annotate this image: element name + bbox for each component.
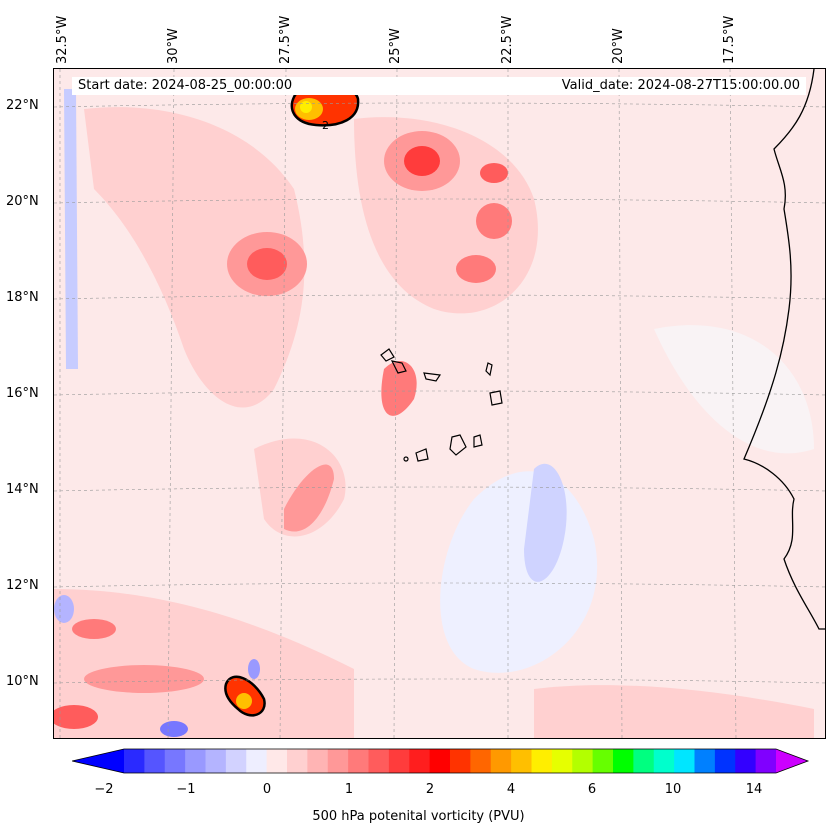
valid-date-text: Valid_date: 2024-08-27T15:00:00.00	[561, 78, 800, 93]
pv-anomaly-10	[54, 705, 98, 729]
colorbar-segment	[572, 749, 594, 773]
colorbar-segment	[388, 749, 410, 773]
valid-date-banner: Valid_date: 2024-08-27T15:00:00.00	[538, 77, 806, 95]
graticule	[54, 69, 825, 738]
colorbar-outline	[72, 748, 810, 774]
start-date-text: Start date: 2024-08-25_00:00:00	[78, 78, 293, 93]
start-date-banner: Start date: 2024-08-25_00:00:00	[72, 77, 556, 95]
lon-label: 22.5°W	[500, 15, 515, 64]
colorbar-segment	[327, 749, 349, 773]
coastline-africa	[743, 69, 825, 630]
lat-label: 20°N	[6, 194, 39, 209]
pv-negative-spot-2	[160, 721, 188, 737]
pv-negative-zone	[524, 463, 567, 582]
colorbar-segment	[551, 749, 573, 773]
pv-anomaly-8	[84, 665, 204, 693]
colorbar-extend-max	[776, 749, 808, 773]
colorbar-segment	[368, 749, 390, 773]
colorbar-segment	[144, 749, 166, 773]
pv-band-west	[84, 107, 305, 408]
pv-contour-2-south	[224, 675, 266, 717]
colorbar	[72, 748, 810, 774]
colorbar-tick: −2	[94, 782, 114, 797]
colorbar-segment	[429, 749, 451, 773]
cape-verde-islands	[380, 348, 503, 462]
colorbar-segment	[185, 749, 206, 773]
colorbar-segment	[246, 749, 268, 773]
lon-label: 32.5°W	[55, 15, 70, 64]
lat-label: 18°N	[6, 290, 39, 305]
pv-anomaly-1-core	[247, 248, 287, 280]
colorbar-segment	[450, 749, 471, 773]
map-plot-area: 2	[53, 68, 826, 739]
pv-negative-spot-3	[54, 595, 74, 623]
pv-band-southeast	[534, 685, 814, 738]
colorbar-segment	[205, 749, 227, 773]
colorbar-segment	[409, 749, 431, 773]
colorbar-segment	[613, 749, 634, 773]
pv-max-south-core	[236, 693, 252, 709]
lon-label: 27.5°W	[278, 15, 293, 64]
colorbar-tick: 6	[587, 782, 597, 797]
lat-label: 14°N	[6, 482, 39, 497]
pv-anomaly-3	[476, 203, 512, 239]
colorbar-segment	[755, 749, 777, 773]
pv-negative-strip	[64, 89, 78, 369]
colorbar-extend-min	[72, 749, 124, 773]
colorbar-tick: 14	[745, 782, 763, 797]
colorbar-tick: 2	[425, 782, 435, 797]
colorbar-segment	[266, 749, 288, 773]
lat-label: 22°N	[6, 98, 39, 113]
colorbar-segment	[531, 749, 553, 773]
colorbar-segment	[592, 749, 614, 773]
colorbar-segment	[674, 749, 695, 773]
pv-anomaly-7	[284, 464, 334, 532]
colorbar-tick: 1	[344, 782, 354, 797]
colorbar-segment	[735, 749, 757, 773]
colorbar-segment	[511, 749, 532, 773]
pv-anomaly-2-core	[404, 146, 440, 176]
colorbar-segment	[307, 749, 329, 773]
pv-field: 2	[54, 69, 825, 738]
contour-label-north: 2	[322, 119, 329, 132]
colorbar-segment	[714, 749, 736, 773]
pv-anomaly-6	[381, 360, 417, 416]
pv-anomaly-9	[72, 619, 116, 639]
pv-band-south	[54, 589, 354, 738]
colorbar-segment	[348, 749, 369, 773]
colorbar-tick: 0	[262, 782, 272, 797]
colorbar-tick: −1	[176, 782, 196, 797]
pv-negative-spot-1	[248, 659, 260, 679]
pv-neutral-east	[654, 325, 814, 454]
colorbar-segment	[164, 749, 186, 773]
colorbar-segment	[633, 749, 655, 773]
colorbar-segment	[287, 749, 308, 773]
lon-label: 25°W	[388, 28, 403, 64]
pv-max-north-peak	[300, 101, 312, 113]
colorbar-tick: 10	[664, 782, 682, 797]
lat-label: 10°N	[6, 674, 39, 689]
pv-anomaly-5	[456, 255, 496, 283]
colorbar-segment	[124, 749, 145, 773]
colorbar-segment	[694, 749, 716, 773]
lon-label: 20°W	[611, 28, 626, 64]
colorbar-segment	[653, 749, 675, 773]
colorbar-segment	[225, 749, 247, 773]
colorbar-label: 500 hPa potenital vorticity (PVU)	[312, 809, 525, 824]
lat-label: 16°N	[6, 386, 39, 401]
lat-label: 12°N	[6, 578, 39, 593]
colorbar-segment	[490, 749, 512, 773]
pv-anomaly-4	[480, 163, 508, 183]
lon-label: 30°W	[166, 28, 181, 64]
colorbar-segment	[470, 749, 492, 773]
lon-label: 17.5°W	[722, 15, 737, 64]
colorbar-tick: 4	[506, 782, 516, 797]
